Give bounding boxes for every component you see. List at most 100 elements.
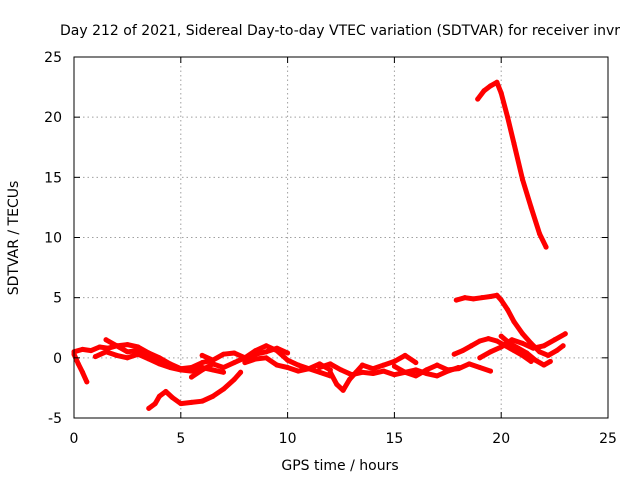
data-point <box>178 367 184 373</box>
data-point <box>488 293 494 299</box>
data-point <box>238 369 244 375</box>
data-point <box>460 348 466 354</box>
data-point <box>156 393 162 399</box>
data-point <box>402 352 408 358</box>
y-axis-label: SDTVAR / TECUs <box>6 181 22 296</box>
data-point <box>520 331 526 337</box>
data-point <box>505 307 511 313</box>
data-point <box>242 355 248 361</box>
data-point <box>541 362 547 368</box>
data-point <box>488 349 494 355</box>
data-point <box>210 357 216 363</box>
x-tick-label: 5 <box>176 431 185 447</box>
data-point <box>295 362 301 368</box>
data-point <box>562 331 568 337</box>
series-arc4 <box>103 337 205 374</box>
series-arc11 <box>391 361 493 379</box>
data-point <box>188 368 194 374</box>
data-point <box>359 362 365 368</box>
data-point <box>340 387 346 393</box>
data-point <box>498 344 504 350</box>
data-point <box>221 386 227 392</box>
y-tick-label: 25 <box>44 50 62 66</box>
data-point <box>349 372 355 378</box>
data-point <box>477 364 483 370</box>
data-point <box>511 141 517 147</box>
data-point <box>317 364 323 370</box>
data-point <box>537 349 543 355</box>
data-point <box>413 373 419 379</box>
data-point <box>103 349 109 355</box>
data-point <box>494 79 500 85</box>
data-point <box>317 369 323 375</box>
data-point <box>494 292 500 298</box>
data-point <box>488 368 494 374</box>
data-point <box>135 348 141 354</box>
data-point <box>413 367 419 373</box>
data-point <box>481 88 487 94</box>
data-point <box>231 376 237 382</box>
data-point <box>84 379 90 385</box>
data-point <box>295 368 301 374</box>
data-point <box>485 336 491 342</box>
data-point <box>391 363 397 369</box>
data-point <box>347 376 353 382</box>
data-point <box>75 361 81 367</box>
series-arc15 <box>475 79 549 250</box>
data-point <box>466 361 472 367</box>
data-point <box>554 348 560 354</box>
data-point <box>520 177 526 183</box>
data-point <box>105 345 111 351</box>
data-point <box>124 355 130 361</box>
data-point <box>494 338 500 344</box>
data-point <box>434 373 440 379</box>
data-point <box>263 343 269 349</box>
x-tick-label: 10 <box>279 431 297 447</box>
data-point <box>451 351 457 357</box>
data-point <box>327 361 333 367</box>
data-point <box>146 352 152 358</box>
data-point <box>327 369 333 375</box>
data-point <box>359 369 365 375</box>
x-tick-label: 15 <box>385 431 403 447</box>
data-point <box>263 355 269 361</box>
data-point <box>274 348 280 354</box>
data-point <box>537 231 543 237</box>
data-point <box>221 351 227 357</box>
data-point <box>477 338 483 344</box>
data-point <box>515 345 521 351</box>
data-point <box>498 90 504 96</box>
data-point <box>507 340 513 346</box>
data-point <box>242 360 248 366</box>
data-point <box>511 319 517 325</box>
data-point <box>88 348 94 354</box>
data-point <box>488 83 494 89</box>
data-point <box>221 369 227 375</box>
data-point <box>475 96 481 102</box>
series-arc1 <box>71 351 90 385</box>
data-point <box>391 372 397 378</box>
data-point <box>453 297 459 303</box>
data-point <box>505 114 511 120</box>
data-point <box>524 350 530 356</box>
data-point <box>156 360 162 366</box>
data-point <box>498 297 504 303</box>
data-point <box>528 340 534 346</box>
data-point <box>552 337 558 343</box>
data-point <box>231 360 237 366</box>
data-point <box>285 350 291 356</box>
data-point <box>413 360 419 366</box>
data-point <box>285 364 291 370</box>
grid <box>74 57 608 418</box>
data-point <box>210 393 216 399</box>
data-point <box>80 346 86 352</box>
data-point <box>221 364 227 370</box>
data-point <box>402 369 408 375</box>
axis-ticks: 0 5 10 15 20 25 -5 0 5 10 15 20 25 <box>44 50 617 447</box>
data-point <box>541 343 547 349</box>
data-point <box>146 405 152 411</box>
data-point <box>92 354 98 360</box>
data-point <box>210 361 216 367</box>
data-point <box>167 363 173 369</box>
data-point <box>543 244 549 250</box>
